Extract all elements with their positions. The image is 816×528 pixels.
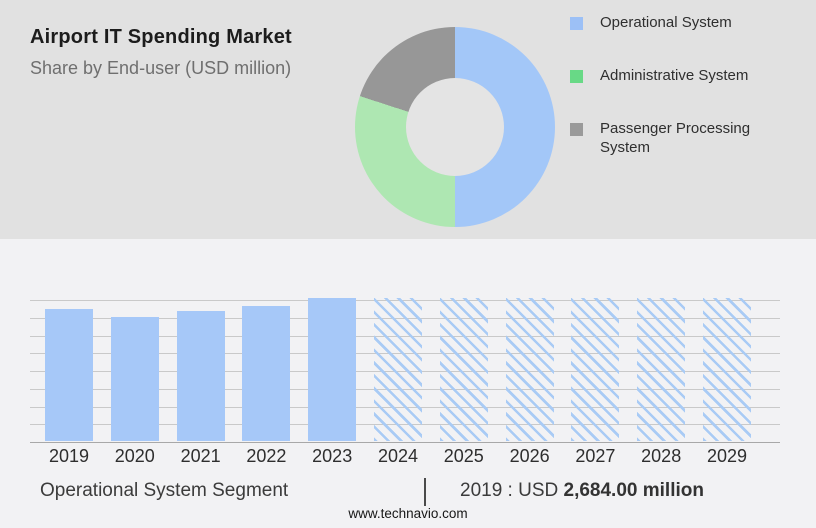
page-subtitle: Share by End-user (USD million)	[30, 58, 292, 78]
bar-forecast-2028	[637, 298, 686, 441]
x-axis-label: 2023	[312, 446, 353, 466]
bar-2023	[308, 298, 357, 441]
bar-2020	[110, 317, 159, 441]
page-title: Airport IT Spending Market	[30, 26, 292, 48]
bar-forecast-2029	[703, 298, 751, 441]
bar-forecast-2024	[374, 298, 422, 441]
bar-forecast-2026	[505, 298, 554, 441]
legend-swatch-icon	[570, 17, 583, 30]
anchor-value-prefix: 2019 : USD	[460, 480, 564, 501]
donut-hole	[406, 78, 504, 176]
legend-label: Operational System	[600, 14, 732, 31]
x-axis-label: 2022	[246, 446, 287, 466]
x-axis-label: 2028	[641, 446, 682, 466]
x-axis-label: 2024	[377, 446, 419, 466]
x-axis-line	[30, 442, 780, 443]
bar-2022	[242, 306, 291, 441]
segment-label: Operational System Segment	[40, 480, 289, 501]
bar-2019	[45, 309, 93, 441]
x-axis-label: 2025	[443, 446, 484, 466]
footer-separator	[424, 478, 426, 506]
header-panel: Airport IT Spending Market Share by End-…	[0, 0, 816, 239]
donut-chart	[355, 27, 555, 227]
legend-label: Passenger Processing System	[600, 120, 751, 156]
x-axis-label: 2027	[575, 446, 616, 466]
website-url: www.technavio.com	[348, 506, 468, 521]
legend-swatch-icon	[570, 123, 583, 136]
bar-forecast-2027	[571, 298, 620, 441]
x-axis-label: 2020	[114, 446, 155, 466]
x-axis-label: 2019	[48, 446, 90, 466]
legend-label: Administrative System	[600, 67, 749, 84]
bar-forecast-2025	[439, 298, 488, 441]
legend-swatch-icon	[570, 70, 583, 83]
anchor-value-bold: 2,684.00 million	[563, 480, 704, 501]
anchor-value: 2019 : USD 2,684.00 million	[460, 480, 704, 502]
x-axis-label: 2026	[509, 446, 550, 466]
x-axis-label: 2029	[706, 446, 748, 466]
bar-2021	[176, 311, 225, 441]
x-axis-label: 2021	[180, 446, 221, 466]
